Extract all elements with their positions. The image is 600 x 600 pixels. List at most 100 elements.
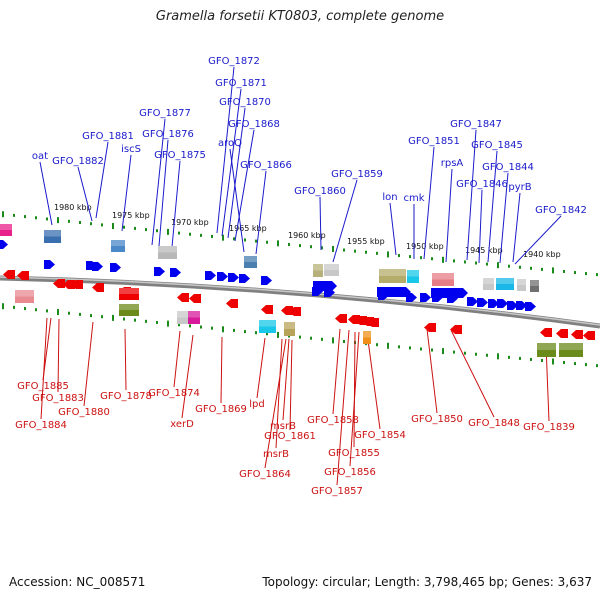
- top-label-leader: [77, 166, 93, 222]
- forward-gene-arrow: [377, 287, 411, 297]
- reverse-gene-arrow: [63, 280, 75, 289]
- reverse-gene-arrow: [289, 307, 301, 316]
- scale-tick-upper: [255, 239, 257, 243]
- gene-label-top: pyrB: [508, 182, 531, 193]
- gene-label-top: GFO_1846: [456, 179, 508, 190]
- gene-label-top: GFO_1871: [215, 78, 267, 89]
- top-label-leader: [319, 196, 322, 251]
- scale-tick-upper: [156, 229, 158, 233]
- gene-label-top: GFO_1876: [142, 129, 194, 140]
- scale-tick-upper: [244, 238, 246, 242]
- gene-feature-shine: [324, 264, 339, 270]
- gene-feature-box: [44, 230, 61, 243]
- scale-label: 1965 kbp: [229, 224, 267, 233]
- top-label-leader: [121, 154, 132, 232]
- forward-gene-arrow: [239, 274, 250, 283]
- scale-tick-lower: [464, 351, 466, 355]
- scale-tick-lower: [332, 337, 334, 344]
- scale-tick-lower: [112, 314, 114, 321]
- reverse-gene-arrow: [281, 306, 293, 315]
- scale-tick-lower: [68, 311, 70, 315]
- scale-tick-upper: [299, 244, 301, 248]
- scale-tick-lower: [574, 362, 576, 366]
- bottom-label-leader: [349, 331, 360, 467]
- gene-label-top: GFO_1845: [471, 140, 523, 151]
- gene-label-bottom: GFO_1874: [148, 388, 200, 399]
- gene-label-top: cmk: [403, 193, 424, 204]
- scale-tick-lower: [255, 331, 257, 335]
- forward-gene-arrow: [170, 268, 181, 277]
- gene-feature-box: [324, 264, 339, 276]
- forward-gene-arrow: [44, 260, 55, 269]
- forward-gene-arrow: [525, 302, 536, 311]
- scale-tick-lower: [376, 343, 378, 347]
- scale-tick-upper: [57, 217, 59, 224]
- bottom-label-leader: [353, 331, 356, 448]
- scale-tick-lower: [310, 336, 312, 340]
- scale-tick-lower: [167, 320, 169, 327]
- gene-feature-box: [188, 311, 200, 324]
- bottom-label-leader: [220, 336, 223, 404]
- forward-gene-arrow: [205, 271, 216, 280]
- gene-feature-box: [284, 322, 295, 336]
- scale-label: 1940 kbp: [523, 250, 561, 259]
- scale-tick-lower: [409, 346, 411, 350]
- top-label-leader: [171, 160, 181, 248]
- gene-label-top: GFO_1847: [450, 119, 502, 130]
- gene-feature-shine: [313, 264, 323, 271]
- forward-gene-arrow: [477, 298, 488, 307]
- scale-tick-upper: [321, 246, 323, 250]
- scale-tick-lower: [475, 352, 477, 356]
- gene-feature-box: [259, 320, 276, 333]
- top-label-leader: [466, 129, 477, 261]
- reverse-gene-arrow: [540, 328, 552, 337]
- top-label-leader: [227, 107, 246, 239]
- gene-feature-box: [517, 279, 526, 291]
- scale-tick-upper: [387, 251, 389, 258]
- scale-tick-upper: [90, 222, 92, 226]
- scale-tick-lower: [101, 315, 103, 319]
- gene-feature-shine: [379, 269, 406, 276]
- gene-label-bottom: GFO_1883: [32, 393, 84, 404]
- forward-gene-arrow: [497, 299, 508, 308]
- scale-tick-upper: [24, 215, 26, 219]
- gene-feature-box: [119, 288, 139, 300]
- gene-label-top: GFO_1881: [82, 131, 134, 142]
- gene-label-bottom: GFO_1857: [311, 486, 363, 497]
- forward-gene-arrow: [431, 288, 468, 298]
- reverse-gene-arrow: [261, 305, 273, 314]
- scale-tick-lower: [2, 303, 4, 310]
- scale-tick-lower: [79, 312, 81, 316]
- scale-tick-upper: [475, 261, 477, 265]
- top-label-leader: [39, 161, 53, 226]
- scale-tick-lower: [321, 337, 323, 341]
- forward-gene-arrow: [217, 272, 228, 281]
- forward-gene-arrow: [154, 267, 165, 276]
- forward-gene-arrow: [516, 301, 527, 310]
- scale-tick-upper: [277, 240, 279, 247]
- gene-label-top: GFO_1872: [208, 56, 260, 67]
- gene-feature-box: [559, 343, 583, 357]
- scale-tick-lower: [563, 361, 565, 365]
- gene-feature-shine: [259, 320, 276, 327]
- gene-feature-box: [158, 246, 177, 259]
- gene-label-bottom: GFO_1839: [523, 422, 575, 433]
- scale-tick-lower: [156, 320, 158, 324]
- top-label-leader: [255, 170, 267, 255]
- scale-tick-upper: [585, 272, 587, 276]
- forward-gene-arrow: [0, 240, 8, 249]
- bottom-label-leader: [173, 330, 181, 388]
- forward-gene-arrow: [92, 262, 103, 271]
- reverse-gene-arrow: [3, 270, 15, 279]
- gene-feature-shine: [177, 311, 189, 318]
- forward-gene-arrow: [406, 293, 417, 302]
- gene-feature-box: [363, 331, 371, 344]
- gene-label-top: GFO_1860: [294, 186, 346, 197]
- scale-tick-lower: [497, 353, 499, 360]
- scale-tick-lower: [486, 353, 488, 357]
- reverse-gene-arrow: [424, 323, 436, 332]
- scale-tick-upper: [464, 260, 466, 264]
- forward-gene-arrow: [507, 301, 518, 310]
- gene-label-bottom: GFO_1848: [468, 418, 520, 429]
- scale-label: 1945 kbp: [465, 246, 503, 255]
